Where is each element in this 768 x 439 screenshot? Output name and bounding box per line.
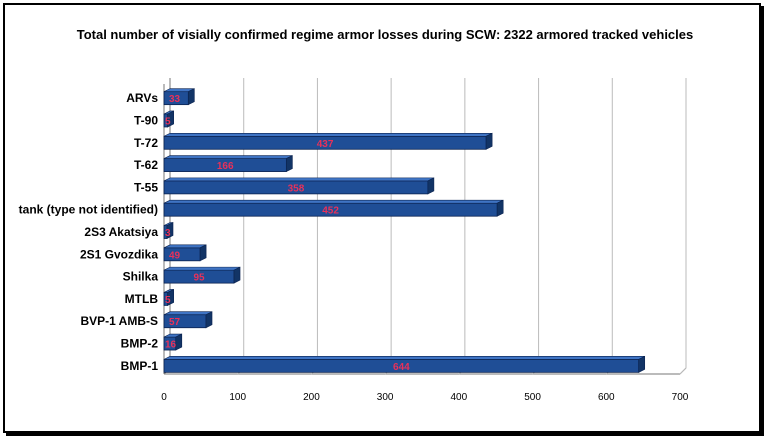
x-tick-label: 300 — [377, 392, 394, 403]
data-label-bvp-1-amb-s: 57 — [169, 317, 181, 328]
bar-side-bvp-1-amb-s — [205, 311, 213, 329]
category-label-t-90: T-90 — [134, 113, 158, 127]
gridline-floor — [679, 367, 687, 375]
category-label-bmp-2: BMP-2 — [121, 337, 159, 351]
bars-group: 33 5 437 166 358 452 3 49 95 5 57 16 644 — [163, 88, 646, 373]
bar-top-bvp-1-amb-s — [163, 311, 213, 316]
x-tick-label: 100 — [229, 392, 246, 403]
data-label-t-62: 166 — [217, 161, 234, 172]
data-label-2s3-akatsiya: 3 — [165, 228, 171, 239]
data-label-tank-type-not-identified: 452 — [322, 206, 339, 217]
category-label-tank-type-not-identified: tank (type not identified) — [19, 203, 158, 217]
data-label-bmp-1: 644 — [393, 362, 410, 373]
bar-top-shilka — [163, 266, 241, 271]
x-tick-label: 700 — [672, 392, 689, 403]
bar-side-shilka — [233, 266, 241, 284]
data-label-t-90: 5 — [165, 116, 171, 127]
bar-side-t-90 — [167, 110, 174, 128]
bar-side-bmp-2 — [175, 333, 183, 351]
category-label-bmp-1: BMP-1 — [121, 359, 159, 373]
x-tick-label: 0 — [161, 392, 167, 403]
chart-title: Total number of visially confirmed regim… — [77, 27, 694, 42]
category-label-2s1-gvozdika: 2S1 Gvozdika — [80, 247, 158, 261]
x-tick-labels: 0 100 200 300 400 500 600 700 — [161, 392, 689, 403]
x-tick-label: 500 — [524, 392, 541, 403]
bar-top-t-55 — [163, 177, 435, 182]
category-label-t-72: T-72 — [134, 136, 158, 150]
data-label-shilka: 95 — [193, 273, 205, 284]
x-tick-label: 600 — [598, 392, 615, 403]
bar-top-tank-type-not-identified — [163, 199, 504, 204]
bar-side-mtlb — [167, 288, 174, 306]
bar-top-bmp-1 — [163, 356, 645, 360]
x-tick-label: 200 — [303, 392, 320, 403]
category-label-mtlb: MTLB — [125, 292, 159, 306]
category-label-bvp-1-amb-s: BVP-1 AMB-S — [80, 314, 158, 328]
category-label-2s3-akatsiya: 2S3 Akatsiya — [84, 225, 158, 239]
bar-side-2s3-akatsiya — [166, 222, 174, 239]
category-label-shilka: Shilka — [123, 270, 159, 284]
category-label-arvs: ARVs — [126, 91, 158, 105]
bar-side-2s1-gvozdika — [199, 244, 207, 262]
data-label-bmp-2: 16 — [165, 340, 177, 351]
category-labels: ARVs T-90 T-72 T-62 T-55 tank (type not ident… — [19, 91, 159, 373]
data-label-arvs: 33 — [169, 94, 181, 105]
bar-side-arvs — [188, 88, 195, 106]
bar-side-t-62 — [286, 155, 293, 173]
bar-top-2s1-gvozdika — [163, 244, 207, 249]
category-label-t-62: T-62 — [134, 158, 158, 172]
data-label-2s1-gvozdika: 49 — [169, 250, 181, 261]
category-label-t-55: T-55 — [134, 180, 158, 194]
grid-lines — [163, 78, 687, 375]
bar-side-bmp-1 — [638, 355, 646, 373]
data-label-t-72: 437 — [317, 139, 334, 150]
bar-side-t-72 — [485, 132, 493, 150]
bar-side-tank-type-not-identified — [496, 199, 504, 217]
data-label-t-55: 358 — [288, 183, 305, 194]
data-label-mtlb: 5 — [165, 295, 171, 306]
x-tick-label: 400 — [451, 392, 468, 403]
bar-side-t-55 — [427, 177, 435, 195]
bar-top-t-62 — [163, 155, 293, 159]
bar-top-t-72 — [163, 132, 493, 137]
